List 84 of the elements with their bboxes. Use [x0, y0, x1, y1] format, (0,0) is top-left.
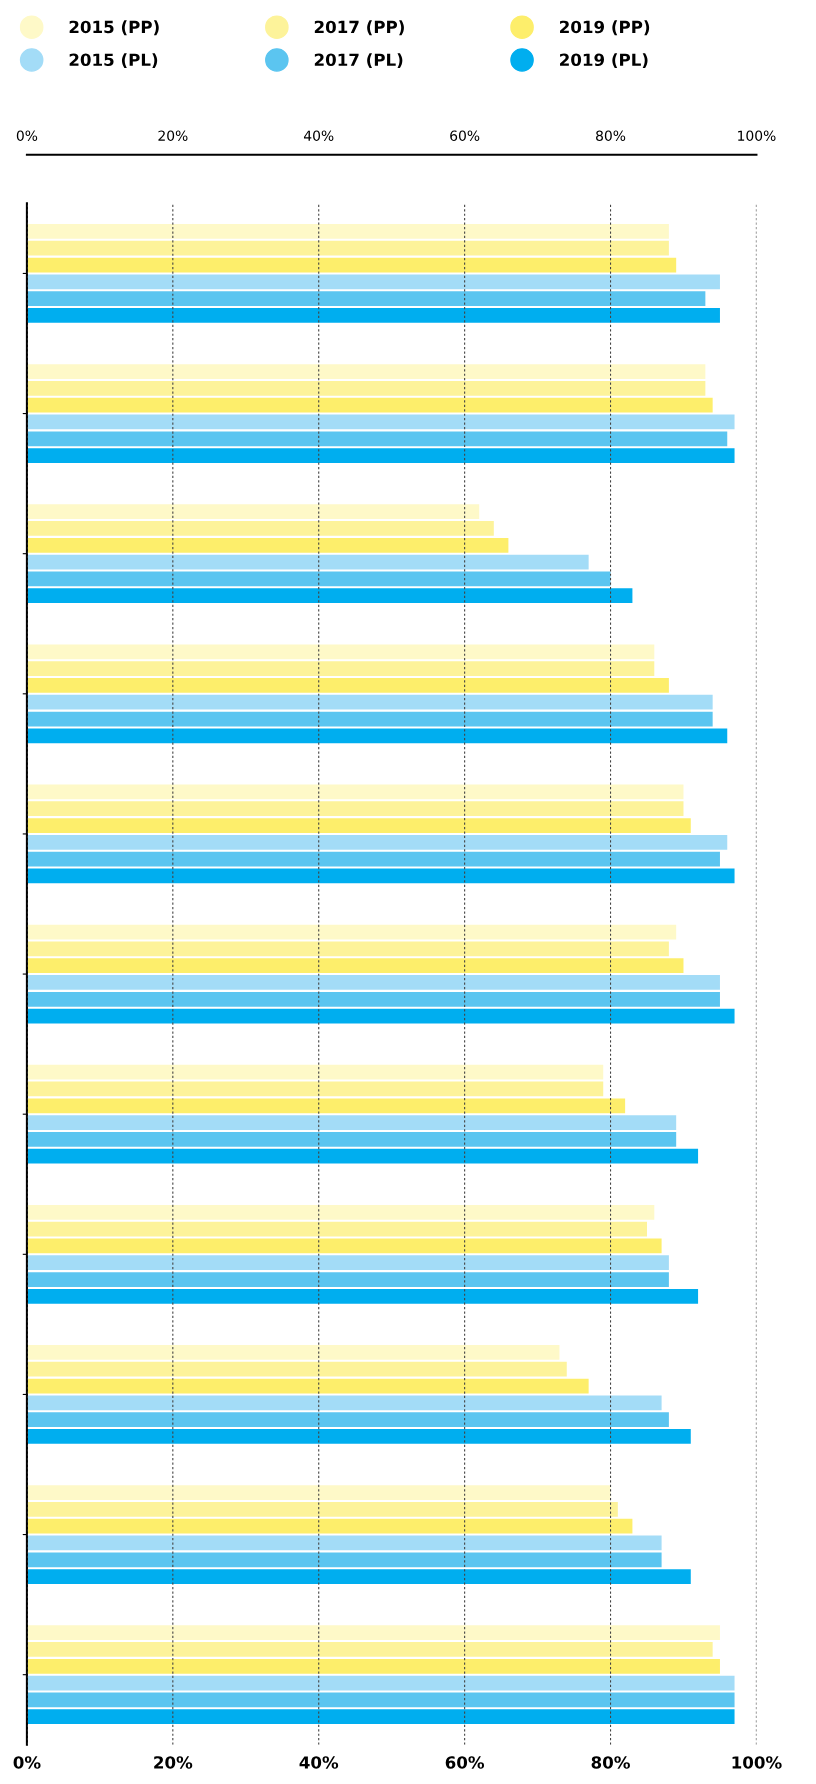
x-tick-label: 80%: [591, 1756, 630, 1769]
x-tick-label: 40%: [299, 1756, 339, 1769]
legend-label: 2017 (PP): [314, 20, 404, 36]
bar: [26, 448, 735, 463]
bar: [26, 834, 728, 850]
x2-tick-label: 0%: [16, 130, 38, 141]
bar: [26, 644, 655, 660]
bar: [26, 380, 706, 396]
bar: [26, 397, 713, 413]
bar: [26, 1148, 699, 1164]
bar: [26, 588, 633, 604]
bar: [26, 728, 728, 744]
bar: [26, 240, 669, 256]
bar: [26, 1412, 669, 1428]
x-tick-label: 20%: [154, 1756, 193, 1769]
legend-label: 2019 (PL): [560, 53, 648, 69]
bar: [26, 1485, 611, 1500]
bar: [26, 661, 655, 676]
x-tick-label: 100%: [732, 1756, 782, 1769]
bar: [26, 1709, 735, 1725]
x-tick-label: 60%: [445, 1756, 485, 1769]
x2-tick-label: 20%: [158, 130, 188, 141]
bar: [26, 1115, 677, 1130]
bar: [26, 801, 684, 817]
bar: [26, 224, 669, 239]
bar: [26, 1238, 662, 1254]
bar: [26, 1692, 735, 1708]
bar: [26, 941, 669, 957]
bar: [26, 784, 684, 800]
bar: [26, 521, 494, 536]
bar: [26, 537, 509, 553]
bar: [26, 1132, 677, 1147]
bar: [26, 851, 720, 867]
bar: [26, 678, 669, 693]
bar: [26, 1289, 699, 1304]
bar: [26, 291, 706, 307]
bar: [26, 504, 480, 520]
bar: [26, 1272, 669, 1287]
bar: [26, 1395, 662, 1411]
bar: [26, 868, 735, 884]
bar: [26, 975, 720, 990]
bar: [26, 274, 720, 290]
x-tick-label: 0%: [13, 1756, 41, 1769]
bar: [26, 1378, 589, 1394]
bar: [26, 308, 720, 323]
bar: [26, 364, 706, 379]
bar: [26, 818, 691, 833]
bar: [26, 1429, 691, 1444]
bar: [26, 1535, 662, 1551]
bar: [26, 1569, 691, 1584]
bar: [26, 924, 677, 940]
bar: [26, 1255, 669, 1271]
bar: [26, 1345, 560, 1360]
x2-tick-label: 100%: [738, 130, 776, 141]
bar: [26, 1518, 633, 1534]
bar: [26, 1204, 655, 1220]
bar: [26, 1625, 720, 1641]
bar: [26, 1098, 626, 1114]
bar: [26, 1675, 735, 1691]
bar: [26, 1552, 662, 1568]
legend-label: 2019 (PP): [560, 20, 650, 36]
bar: [26, 1501, 618, 1517]
bar: [26, 711, 713, 727]
x2-tick-label: 60%: [450, 130, 480, 141]
bar: [26, 694, 713, 710]
bar: [26, 1064, 604, 1080]
bar: [26, 1081, 604, 1097]
bar: [26, 1008, 735, 1024]
x2-tick-label: 80%: [596, 130, 626, 141]
bar: [26, 257, 677, 273]
legend-label: 2015 (PL): [69, 53, 158, 69]
legend-label: 2017 (PL): [314, 53, 403, 69]
x2-tick-label: 40%: [303, 130, 334, 141]
bar: [26, 1361, 567, 1377]
bar: [26, 554, 589, 570]
legend-label: 2015 (PP): [69, 20, 159, 36]
bar: [26, 1658, 720, 1674]
bar: [26, 1642, 713, 1657]
bar: [26, 991, 720, 1007]
bar: [26, 1221, 648, 1237]
bar: [26, 958, 684, 974]
bar: [26, 431, 728, 447]
bar: [26, 414, 735, 430]
bar: [26, 571, 611, 587]
